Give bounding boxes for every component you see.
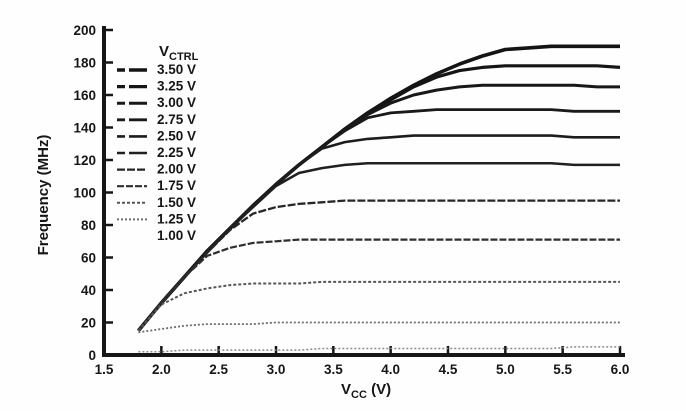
x-tick-label: 6.0 bbox=[611, 362, 630, 377]
legend-label: 3.50 V bbox=[157, 62, 196, 77]
curve-vctrl-2.50 bbox=[137, 134, 620, 332]
legend-label: 3.00 V bbox=[157, 95, 196, 110]
curve-vctrl-2.00 bbox=[137, 199, 620, 332]
legend-label: 2.00 V bbox=[157, 162, 196, 177]
x-tick-label: 3.0 bbox=[267, 362, 286, 377]
x-tick-label: 2.0 bbox=[152, 362, 171, 377]
legend-label: 1.00 V bbox=[157, 228, 196, 243]
legend-title: VCTRL bbox=[159, 43, 199, 63]
y-tick-label: 160 bbox=[73, 88, 96, 103]
legend-label: 3.25 V bbox=[157, 79, 196, 94]
legend-label: 1.50 V bbox=[157, 195, 196, 210]
x-tick-label: 4.0 bbox=[381, 362, 400, 377]
legend-label: 1.75 V bbox=[157, 178, 196, 193]
x-axis-title: VCC (V) bbox=[341, 381, 391, 401]
curve-vctrl-3.00 bbox=[137, 83, 620, 332]
x-tick-label: 3.5 bbox=[324, 362, 343, 377]
x-tick-label: 5.5 bbox=[553, 362, 572, 377]
y-axis-title: Frequency (MHz) bbox=[35, 135, 52, 256]
legend-label: 2.25 V bbox=[157, 145, 196, 160]
y-tick-label: 180 bbox=[73, 56, 96, 71]
y-tick-label: 40 bbox=[81, 283, 96, 298]
x-tick-label: 4.5 bbox=[439, 362, 458, 377]
x-tick-label: 1.5 bbox=[95, 362, 114, 377]
y-tick-label: 0 bbox=[88, 348, 96, 363]
legend-label: 2.75 V bbox=[157, 112, 196, 127]
curve-vctrl-2.75 bbox=[137, 108, 620, 332]
y-tick-label: 100 bbox=[73, 186, 96, 201]
curve-vctrl-3.25 bbox=[137, 64, 621, 332]
curve-vctrl-1.25 bbox=[138, 321, 620, 334]
curve-vctrl-1.00 bbox=[138, 346, 620, 353]
y-tick-label: 200 bbox=[73, 23, 96, 38]
curve-vctrl-1.75 bbox=[137, 238, 620, 332]
y-tick-label: 60 bbox=[81, 251, 96, 266]
legend-label: 2.50 V bbox=[157, 128, 196, 143]
legend-label: 1.25 V bbox=[157, 211, 196, 226]
y-tick-label: 140 bbox=[73, 121, 96, 136]
x-tick-label: 5.0 bbox=[496, 362, 515, 377]
y-tick-label: 120 bbox=[73, 153, 96, 168]
curve-vctrl-1.50 bbox=[137, 280, 620, 332]
y-tick-label: 80 bbox=[81, 218, 96, 233]
x-tick-label: 2.5 bbox=[209, 362, 228, 377]
y-tick-label: 20 bbox=[81, 316, 96, 331]
